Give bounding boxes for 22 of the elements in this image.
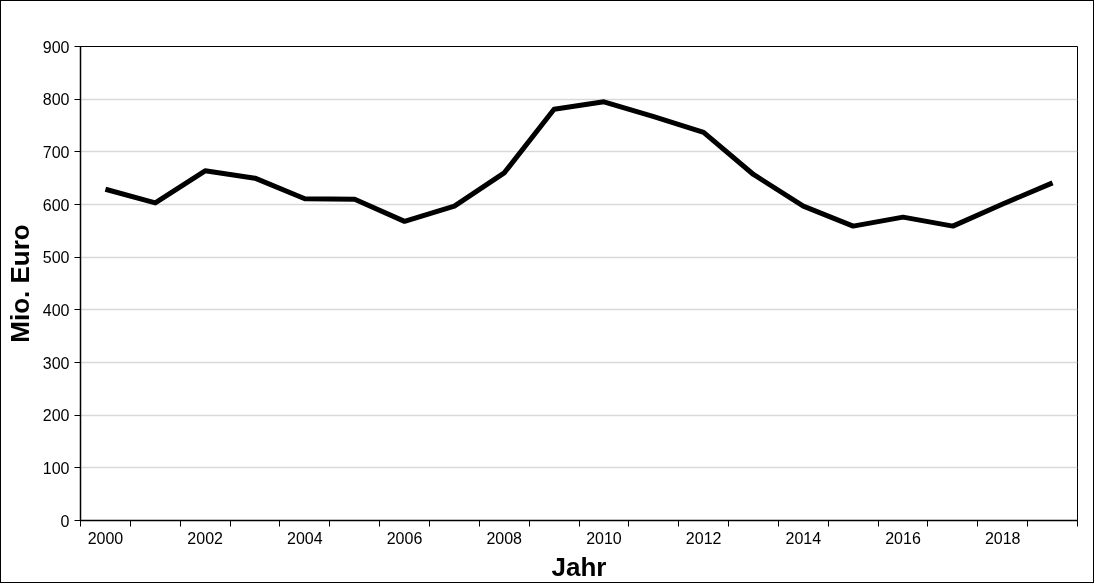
x-axis-title: Jahr: [551, 551, 607, 582]
y-tick-label: 0: [60, 512, 70, 530]
x-tick-label: 2004: [287, 529, 323, 547]
y-tick-label: 700: [42, 143, 70, 161]
y-tick-label: 200: [42, 407, 70, 425]
y-tick-label: 500: [42, 249, 70, 267]
y-tick-label: 900: [42, 38, 70, 56]
y-tick-label: 400: [42, 301, 70, 319]
y-tick-label: 100: [42, 459, 70, 477]
x-tick-label: 2002: [187, 529, 224, 547]
y-tick-label: 800: [42, 91, 70, 109]
x-tick-label: 2010: [586, 529, 622, 547]
y-tick-label: 600: [42, 196, 70, 214]
y-axis-title: Mio. Euro: [4, 224, 35, 343]
x-tick-label: 2014: [785, 529, 822, 547]
x-tick-label: 2008: [486, 529, 523, 547]
x-tick-label: 2012: [685, 529, 722, 547]
x-tick-label: 2018: [984, 529, 1021, 547]
y-tick-label: 300: [42, 354, 70, 372]
x-tick-label: 2016: [885, 529, 921, 547]
x-tick-label: 2006: [386, 529, 423, 547]
x-tick-label: 2000: [87, 529, 124, 547]
